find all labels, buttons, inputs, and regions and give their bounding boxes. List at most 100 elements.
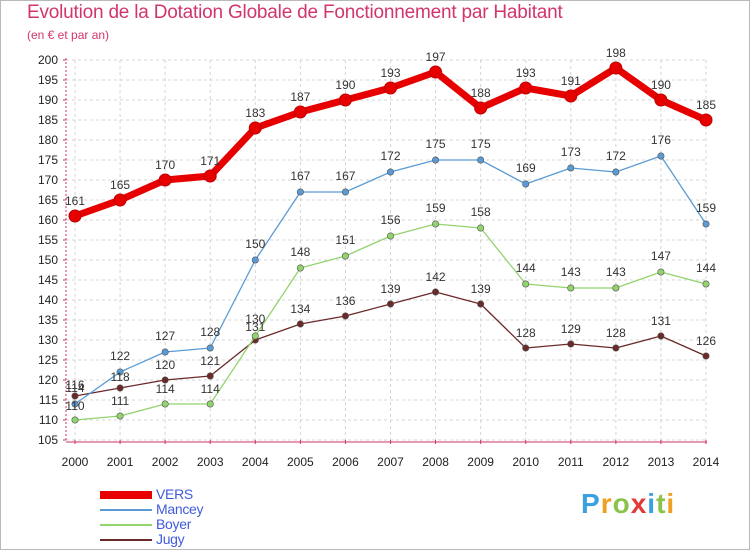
data-point-mancey <box>702 220 710 228</box>
y-tick-label: 185 <box>38 113 58 127</box>
y-tick-label: 105 <box>38 433 58 447</box>
data-point-vers <box>158 173 172 187</box>
legend-item-boyer: Boyer <box>100 516 260 532</box>
data-label-jugy: 120 <box>155 358 175 372</box>
data-point-jugy <box>161 376 169 384</box>
data-label-mancey: 122 <box>110 349 130 363</box>
data-label-jugy: 131 <box>651 314 671 328</box>
data-label-vers: 183 <box>245 106 265 120</box>
data-label-jugy: 136 <box>335 294 355 308</box>
data-point-vers <box>699 113 713 127</box>
data-label-vers: 185 <box>696 98 716 112</box>
data-label-jugy: 128 <box>606 326 626 340</box>
logo-letter: r <box>600 488 613 519</box>
x-tick-label: 2001 <box>107 455 134 469</box>
data-point-mancey <box>341 188 349 196</box>
y-tick-label: 125 <box>38 353 58 367</box>
data-point-boyer <box>477 224 485 232</box>
y-tick-label: 195 <box>38 73 58 87</box>
x-tick-label: 2005 <box>287 455 314 469</box>
data-point-mancey <box>296 188 304 196</box>
chart-subtitle: (en € et par an) <box>27 28 110 42</box>
data-label-boyer: 114 <box>156 382 175 396</box>
data-point-vers <box>68 209 82 223</box>
y-tick-label: 140 <box>38 293 58 307</box>
x-tick-label: 2004 <box>242 455 269 469</box>
data-point-jugy <box>657 332 665 340</box>
data-point-mancey <box>116 368 124 376</box>
data-label-boyer: 159 <box>426 201 446 215</box>
data-point-boyer <box>71 416 79 424</box>
data-label-jugy: 139 <box>471 282 491 296</box>
y-tick-label: 110 <box>39 413 58 427</box>
legend-label-jugy: Jugy <box>156 531 185 547</box>
data-label-jugy: 121 <box>200 354 220 368</box>
y-tick-label: 120 <box>38 373 58 387</box>
data-point-jugy <box>522 344 530 352</box>
data-label-boyer: 143 <box>606 265 626 279</box>
legend-swatch-mancey <box>100 509 152 511</box>
x-tick-label: 2007 <box>377 455 404 469</box>
x-tick-label: 2008 <box>422 455 449 469</box>
data-point-mancey <box>522 180 530 188</box>
data-label-mancey: 167 <box>290 169 310 183</box>
data-point-vers <box>293 105 307 119</box>
y-tick-label: 160 <box>38 213 58 227</box>
y-tick-label: 175 <box>38 153 58 167</box>
y-tick-label: 135 <box>38 313 58 327</box>
data-label-mancey: 150 <box>245 237 265 251</box>
data-point-mancey <box>657 152 665 160</box>
data-label-mancey: 114 <box>65 381 84 395</box>
proxiti-logo: Proxiti <box>581 488 675 520</box>
data-point-mancey <box>251 256 259 264</box>
data-point-boyer <box>657 268 665 276</box>
data-point-vers <box>564 89 578 103</box>
y-tick-label: 130 <box>38 333 58 347</box>
data-point-boyer <box>161 400 169 408</box>
data-label-mancey: 173 <box>561 145 581 159</box>
x-tick-label: 2000 <box>62 455 89 469</box>
data-label-vers: 191 <box>561 74 581 88</box>
data-label-boyer: 111 <box>111 394 130 408</box>
data-label-vers: 190 <box>335 78 355 92</box>
data-label-boyer: 143 <box>561 265 581 279</box>
legend-label-mancey: Mancey <box>156 501 204 517</box>
data-point-jugy <box>567 340 575 348</box>
y-tick-label: 170 <box>38 173 58 187</box>
x-tick-label: 2014 <box>693 455 720 469</box>
data-label-mancey: 172 <box>380 149 400 163</box>
data-label-mancey: 176 <box>651 133 671 147</box>
data-point-boyer <box>251 332 259 340</box>
data-label-vers: 190 <box>651 78 671 92</box>
data-point-vers <box>338 93 352 107</box>
data-point-mancey <box>161 348 169 356</box>
x-tick-label: 2002 <box>152 455 179 469</box>
data-label-mancey: 127 <box>155 329 175 343</box>
data-label-mancey: 167 <box>335 169 355 183</box>
data-point-jugy <box>71 392 79 400</box>
data-point-mancey <box>71 400 79 408</box>
logo-letter: t <box>656 488 667 519</box>
data-label-mancey: 175 <box>426 137 446 151</box>
data-label-boyer: 148 <box>290 245 310 259</box>
data-point-mancey <box>477 156 485 164</box>
data-point-mancey <box>567 164 575 172</box>
data-label-boyer: 147 <box>651 249 671 263</box>
legend-item-mancey: Mancey <box>100 501 260 517</box>
data-point-boyer <box>116 412 124 420</box>
data-label-jugy: 142 <box>426 270 446 284</box>
data-point-boyer <box>567 284 575 292</box>
data-labels: 116 118 120 121 130 134 136 139 142 139 128 129 128 1… <box>65 46 716 413</box>
y-tick-label: 155 <box>38 233 58 247</box>
data-label-jugy: 128 <box>516 326 536 340</box>
data-point-vers <box>654 93 668 107</box>
data-label-boyer: 110 <box>65 399 84 413</box>
legend-item-jugy: Jugy <box>100 531 260 547</box>
data-label-boyer: 144 <box>696 261 716 275</box>
data-label-vers: 165 <box>110 178 130 192</box>
data-label-jugy: 118 <box>111 370 130 384</box>
data-label-boyer: 144 <box>516 261 536 275</box>
data-label-jugy: 130 <box>245 312 265 326</box>
y-tick-label: 150 <box>38 253 58 267</box>
